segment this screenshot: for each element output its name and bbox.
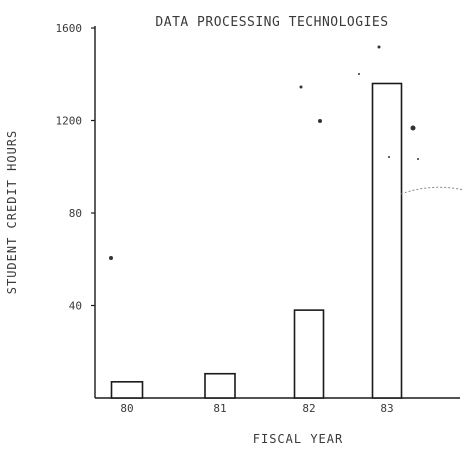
scan-speck <box>377 45 381 49</box>
scan-speck <box>410 125 416 131</box>
x-tick-label: 80 <box>120 402 133 415</box>
y-tick-label: 1200 <box>56 115 83 128</box>
y-tick-group: 40 80 1200 1600 <box>56 22 95 313</box>
scan-speck <box>318 119 322 123</box>
bar-fy82 <box>293 309 325 399</box>
x-tick-label: 82 <box>302 402 315 415</box>
scan-speck <box>358 73 360 75</box>
bar-fy83 <box>371 82 403 399</box>
scan-speck <box>417 158 419 160</box>
bar-group <box>110 82 403 399</box>
chart-title: DATA PROCESSING TECHNOLOGIES <box>155 15 388 30</box>
scan-speck <box>109 256 113 260</box>
y-tick-label: 1600 <box>56 22 83 35</box>
x-tick-label: 83 <box>380 402 393 415</box>
bar-fy80 <box>110 381 144 399</box>
scan-speck <box>299 85 303 89</box>
y-tick-label: 80 <box>69 207 82 220</box>
scan-speck <box>388 156 390 158</box>
y-axis-label: STUDENT CREDIT HOURS <box>5 130 19 295</box>
x-tick-group: 80 81 82 83 <box>120 402 393 415</box>
y-tick-label: 40 <box>69 300 82 313</box>
x-axis-label: FISCAL YEAR <box>253 432 343 446</box>
x-tick-label: 81 <box>213 402 226 415</box>
scan-smudge <box>400 186 465 195</box>
bar-fy81 <box>204 372 236 399</box>
